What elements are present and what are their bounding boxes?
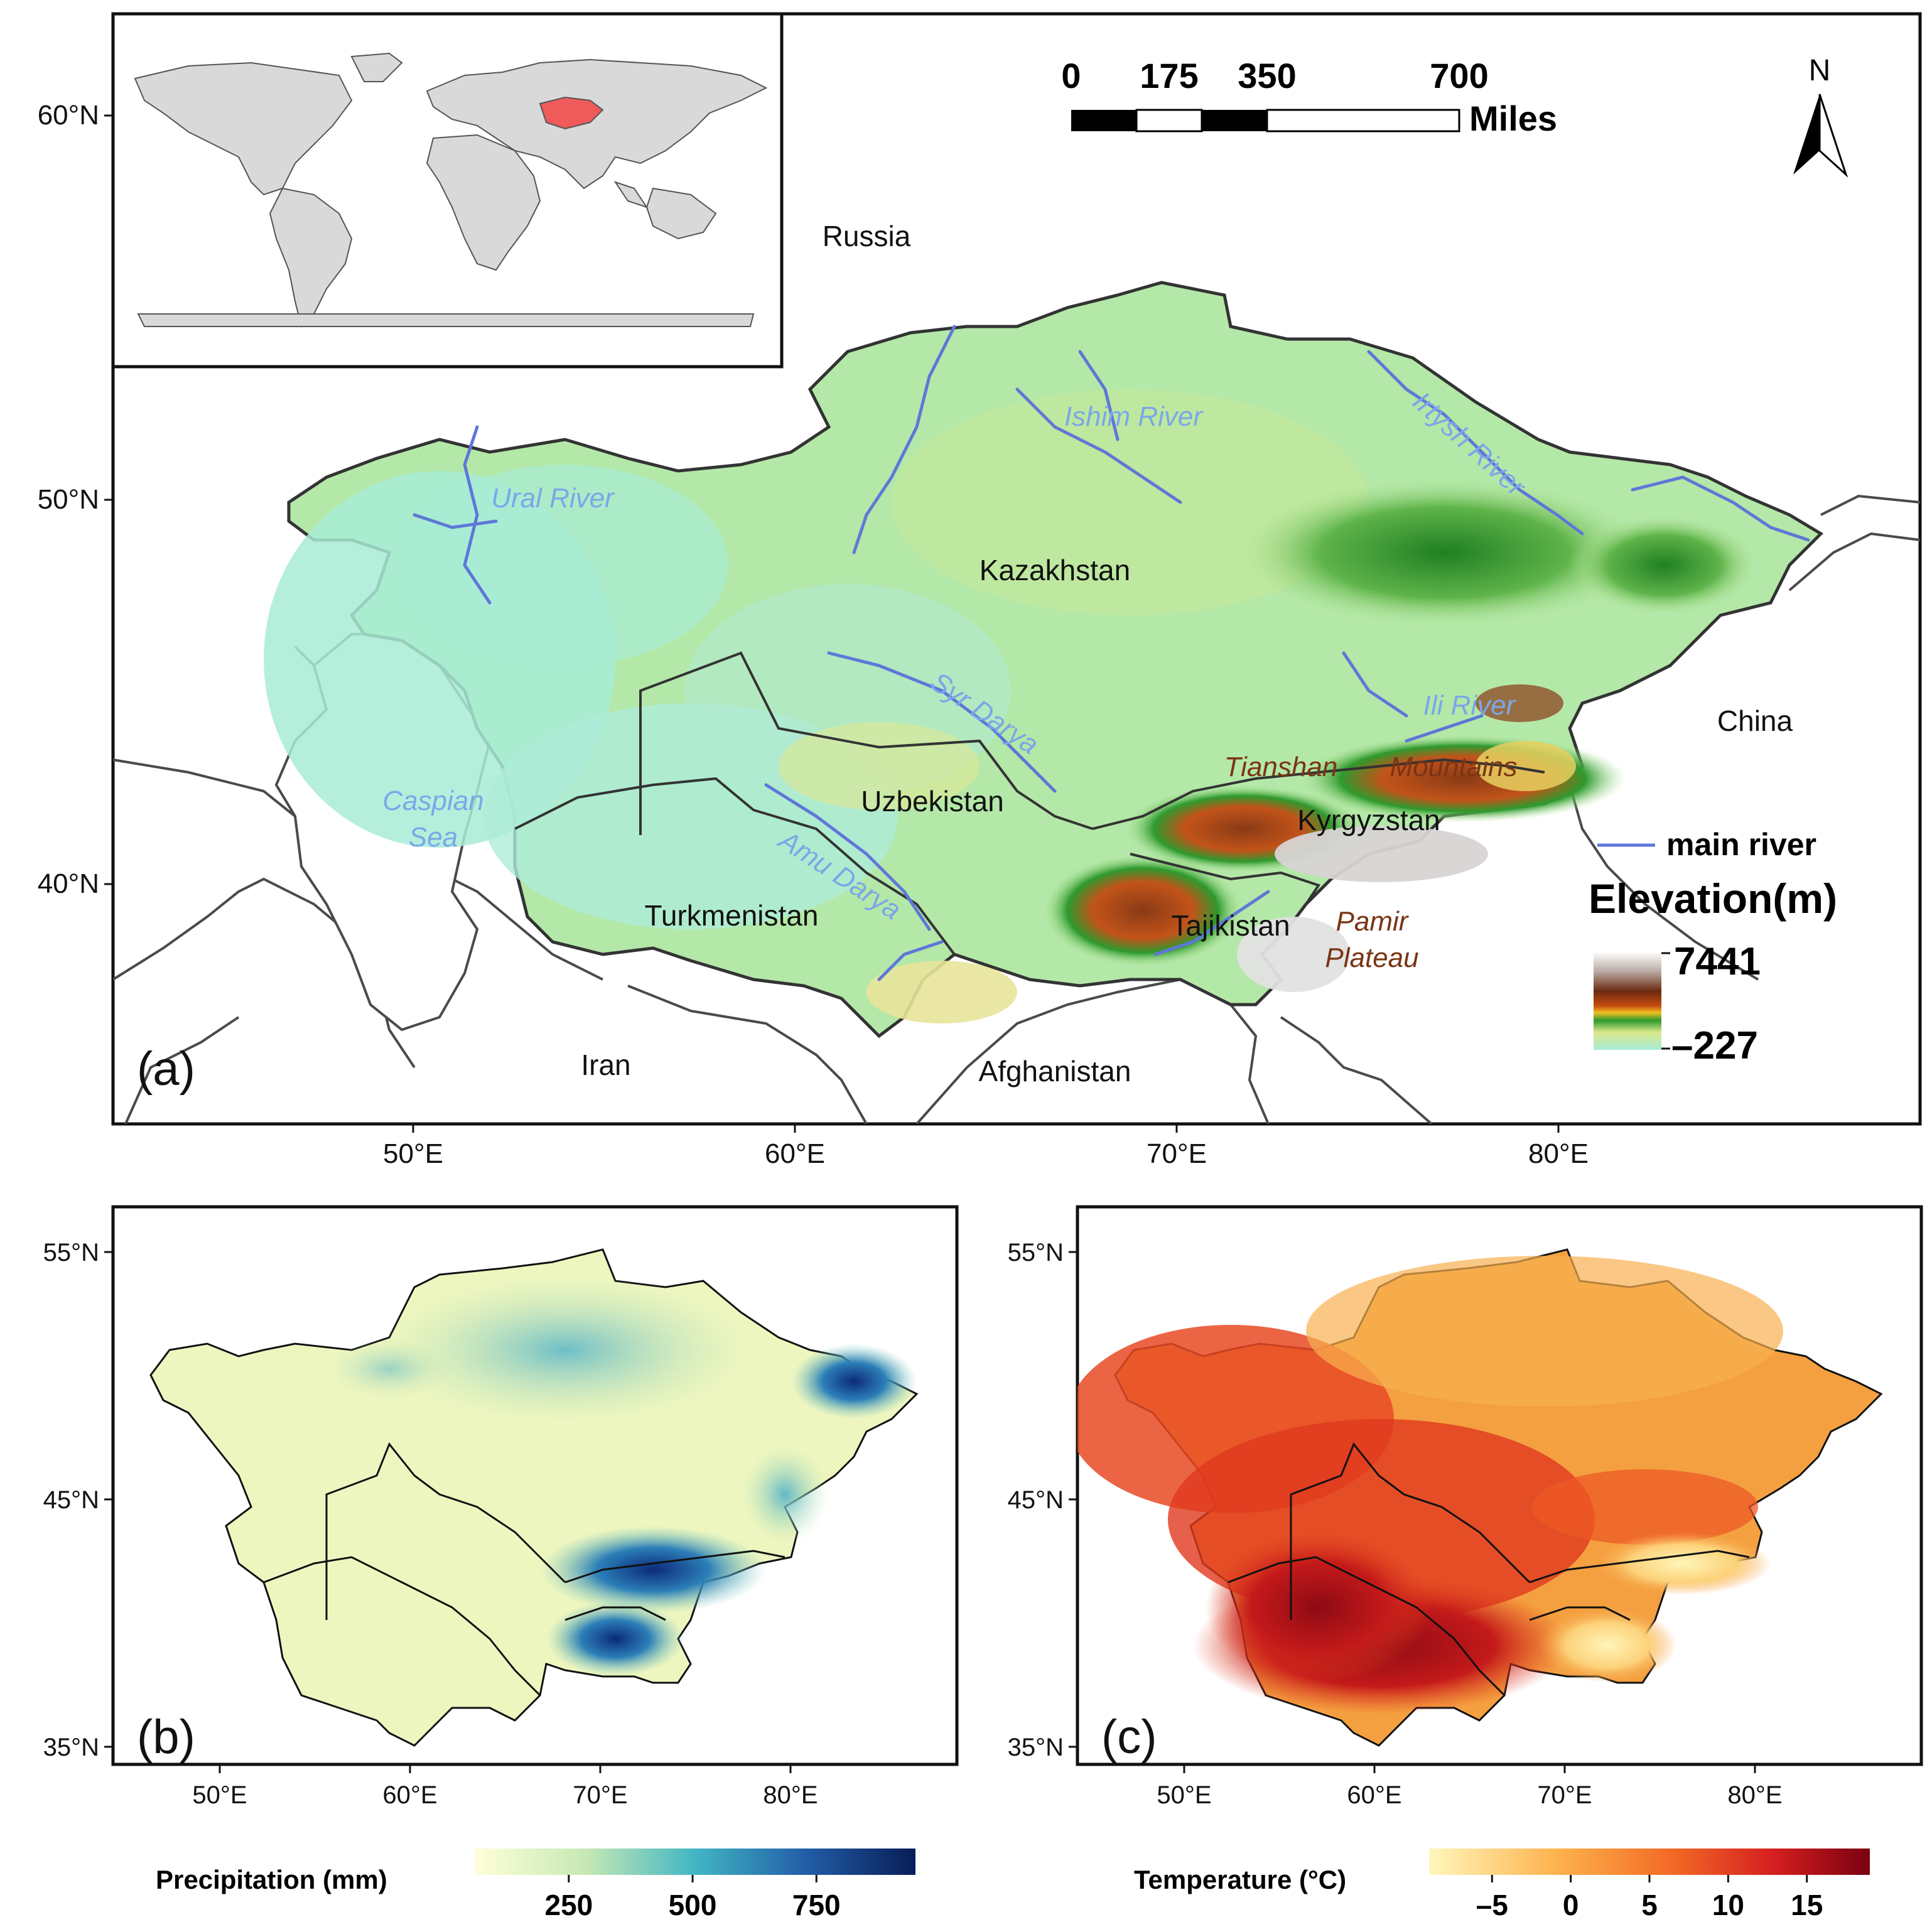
panel-b-axes: 55°N 45°N 35°N 50°E 60°E 70°E 80°E — [43, 1239, 818, 1809]
precip-legend-ticks: 250 500 750 — [544, 1875, 841, 1921]
label-mountains: Mountains — [1390, 752, 1517, 782]
panel-b-lon-tick-label: 70°E — [573, 1781, 627, 1809]
panel-b-lon-tick-label: 60°E — [382, 1781, 437, 1809]
elevation-shading — [264, 389, 1758, 1023]
scale-tick-0: 0 — [1061, 56, 1081, 95]
scale-tick-350: 350 — [1238, 56, 1296, 95]
colorbar-tick-label: 0 — [1563, 1889, 1579, 1921]
panel-b-lat-tick-label: 35°N — [43, 1734, 99, 1761]
inset-central-asia-highlight — [539, 96, 604, 130]
panel-b-label: (b) — [137, 1710, 195, 1764]
north-arrow: N — [1793, 54, 1848, 178]
panel-b: (b) 55°N 45°N 35°N 50°E 60°E 70°E 80°E Precipi… — [43, 1205, 959, 1921]
panel-b-lon-tick-label: 80°E — [763, 1781, 818, 1809]
colorbar-tick-label: –5 — [1476, 1889, 1508, 1921]
temp-legend-ticks: –5 0 5 10 15 — [1476, 1875, 1823, 1921]
elevation-min: –227 — [1671, 1024, 1758, 1067]
panel-a-lat-tick-label: 40°N — [38, 868, 99, 899]
colorbar-tick-label: 500 — [669, 1889, 717, 1921]
label-tajikistan: Tajikistan — [1171, 909, 1290, 942]
scale-bar: 0 175 350 700 Miles — [1061, 56, 1557, 138]
elevation-legend: main river Elevation(m) 7441 –227 — [1589, 827, 1837, 1067]
scale-seg-2 — [1135, 109, 1203, 132]
precip-colorbar — [475, 1849, 915, 1875]
elevation-colorbar — [1594, 952, 1661, 1050]
temp-colorbar — [1429, 1849, 1870, 1875]
label-sea: Sea — [409, 822, 458, 853]
panel-a-lon-tick-label: 60°E — [765, 1138, 825, 1169]
north-arrow-label: N — [1809, 54, 1831, 87]
label-china: China — [1717, 704, 1793, 737]
panel-a-lat-tick-label: 50°N — [38, 484, 99, 515]
label-ural-river: Ural River — [491, 483, 615, 514]
rivers — [413, 325, 1810, 981]
label-kyrgyzstan: Kyrgyzstan — [1297, 804, 1440, 836]
precip-legend: Precipitation (mm) 250 500 750 — [156, 1849, 915, 1921]
inset-continents — [134, 52, 768, 328]
world-inset — [111, 12, 784, 369]
label-ishim-river: Ishim River — [1064, 401, 1204, 432]
precip-legend-title: Precipitation (mm) — [156, 1865, 387, 1894]
north-arrow-right — [1818, 94, 1848, 178]
scale-unit: Miles — [1469, 99, 1557, 138]
label-uzbekistan: Uzbekistan — [861, 785, 1004, 818]
label-iran: Iran — [581, 1049, 630, 1081]
panel-a-lon-tick-label: 70°E — [1147, 1138, 1207, 1169]
internal-borders — [514, 651, 1545, 968]
panel-a-axes: 60°N 50°N 40°N 50°E 60°E 70°E 80°E — [38, 100, 1589, 1169]
label-russia: Russia — [823, 220, 911, 252]
precip-shading — [326, 1275, 917, 1676]
label-pamir: Pamir — [1336, 906, 1410, 937]
panel-b-lat-tick-label: 45°N — [43, 1486, 99, 1514]
scale-seg-3 — [1202, 110, 1267, 131]
panel-c-axes: 55°N 45°N 35°N 50°E 60°E 70°E 80°E — [1008, 1239, 1783, 1809]
colorbar-tick-label: 5 — [1641, 1889, 1658, 1921]
panel-c-lat-tick-label: 35°N — [1008, 1734, 1064, 1761]
colorbar-tick-label: 750 — [792, 1889, 841, 1921]
temp-borders — [1228, 1442, 1750, 1697]
panel-b-lat-tick-label: 55°N — [43, 1239, 99, 1266]
colorbar-tick-label: 250 — [544, 1889, 593, 1921]
panel-a-label: (a) — [137, 1042, 195, 1096]
panel-a-lon-tick-label: 50°E — [383, 1138, 443, 1169]
country-labels: Russia Kazakhstan Uzbekistan Turkmenista… — [581, 220, 1793, 1088]
temp-shading — [1077, 1256, 1783, 1714]
panel-c-lon-tick-label: 60°E — [1347, 1781, 1401, 1809]
label-afghanistan: Afghanistan — [979, 1055, 1131, 1088]
river-legend-label: main river — [1666, 827, 1816, 862]
panel-c-lon-tick-label: 50°E — [1157, 1781, 1211, 1809]
colorbar-tick-label: 15 — [1791, 1889, 1823, 1921]
elevation-legend-title: Elevation(m) — [1589, 875, 1837, 922]
scale-seg-4 — [1266, 109, 1460, 132]
panel-c: (c) 55°N 45°N 35°N 50°E 60°E 70°E 80°E Tempera… — [1008, 1205, 1923, 1921]
scale-tick-700: 700 — [1430, 56, 1488, 95]
elevation-max: 7441 — [1674, 940, 1761, 983]
label-plateau: Plateau — [1325, 942, 1418, 973]
panel-a-lon-tick-label: 80°E — [1528, 1138, 1589, 1169]
north-arrow-left — [1793, 94, 1820, 175]
panel-b-lon-tick-label: 50°E — [192, 1781, 247, 1809]
colorbar-tick-label: 10 — [1712, 1889, 1744, 1921]
panel-c-lon-tick-label: 80°E — [1727, 1781, 1782, 1809]
panel-c-lon-tick-label: 70°E — [1537, 1781, 1592, 1809]
panel-a: Russia Kazakhstan Uzbekistan Turkmenista… — [38, 12, 1922, 1169]
precip-borders — [263, 1442, 785, 1697]
label-ili-river: Ili River — [1423, 690, 1517, 721]
label-caspian: Caspian — [382, 785, 483, 816]
temp-legend: Temperature (°C) –5 0 5 10 15 — [1134, 1849, 1870, 1921]
label-turkmenistan: Turkmenistan — [645, 899, 819, 932]
panel-c-lat-tick-label: 55°N — [1008, 1239, 1064, 1266]
scale-seg-1 — [1071, 110, 1136, 131]
label-kazakhstan: Kazakhstan — [979, 554, 1130, 586]
mountain-labels: Tianshan Mountains Pamir Plateau — [1224, 752, 1518, 973]
temp-legend-title: Temperature (°C) — [1134, 1865, 1346, 1894]
panel-a-lat-tick-label: 60°N — [38, 100, 99, 131]
scale-tick-175: 175 — [1140, 56, 1198, 95]
panel-c-label: (c) — [1101, 1710, 1157, 1764]
label-tianshan: Tianshan — [1224, 752, 1338, 782]
panel-c-lat-tick-label: 45°N — [1008, 1486, 1064, 1514]
